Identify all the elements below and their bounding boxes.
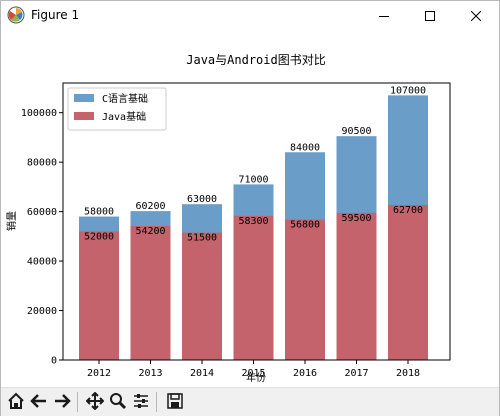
bar-java-series-2016 bbox=[285, 219, 325, 360]
forward-icon bbox=[55, 394, 71, 408]
save-button[interactable] bbox=[164, 390, 186, 412]
minimize-icon bbox=[379, 16, 389, 17]
home-icon bbox=[8, 392, 24, 409]
navigation-toolbar bbox=[1, 387, 499, 416]
data-label-java-series: 62700 bbox=[393, 205, 423, 216]
configure-subplots-button[interactable] bbox=[130, 390, 152, 412]
data-label-c-series: 63000 bbox=[187, 194, 217, 205]
close-icon bbox=[471, 11, 481, 21]
back-button[interactable] bbox=[28, 390, 50, 412]
data-label-c-series: 58000 bbox=[84, 207, 114, 218]
data-label-java-series: 58300 bbox=[238, 216, 268, 227]
bar-java-series-2017 bbox=[336, 212, 377, 360]
forward-button[interactable] bbox=[51, 390, 73, 412]
home-button[interactable] bbox=[5, 390, 27, 412]
x-tick-label: 2018 bbox=[396, 368, 420, 379]
toolbar-separator bbox=[77, 392, 78, 412]
legend-label-c-series: C语言基础 bbox=[102, 92, 148, 105]
chart-title: Java与Android图书对比 bbox=[186, 53, 325, 67]
y-tick-label: 60000 bbox=[27, 207, 57, 218]
maximize-icon bbox=[425, 11, 435, 21]
toolbar-separator bbox=[156, 392, 157, 412]
back-icon bbox=[30, 394, 46, 408]
data-label-java-series: 52000 bbox=[84, 231, 114, 242]
data-label-c-series: 60200 bbox=[135, 201, 165, 212]
x-axis-label: 年份 bbox=[246, 371, 266, 384]
y-tick-label: 100000 bbox=[21, 108, 57, 119]
zoom-icon bbox=[110, 393, 127, 410]
y-tick-label: 80000 bbox=[27, 158, 57, 169]
maximize-button[interactable] bbox=[407, 1, 453, 31]
plot-frame bbox=[62, 82, 451, 361]
pan-button[interactable] bbox=[84, 390, 106, 412]
subplots-icon bbox=[134, 394, 148, 408]
x-tick-label: 2016 bbox=[293, 368, 317, 379]
bar-java-series-2018 bbox=[388, 204, 428, 360]
title-bar: Figure 1 bbox=[1, 1, 499, 31]
data-label-java-series: 54200 bbox=[135, 226, 165, 237]
bar-java-series-2012 bbox=[79, 231, 119, 360]
bar-java-series-2015 bbox=[233, 215, 274, 360]
data-label-c-series: 107000 bbox=[390, 85, 426, 96]
matplotlib-logo-icon bbox=[7, 6, 25, 24]
data-label-c-series: 71000 bbox=[238, 174, 268, 185]
y-tick-label: 0 bbox=[51, 356, 57, 367]
data-label-c-series: 90500 bbox=[341, 126, 371, 137]
legend-swatch-c-series bbox=[74, 94, 94, 102]
zoom-button[interactable] bbox=[107, 390, 129, 412]
bar-java-series-2014 bbox=[182, 232, 222, 360]
data-label-java-series: 59500 bbox=[341, 213, 371, 224]
y-tick-label: 20000 bbox=[27, 306, 57, 317]
data-label-java-series: 56800 bbox=[290, 220, 320, 231]
bar-java-series-2013 bbox=[130, 225, 171, 360]
window-title: Figure 1 bbox=[31, 8, 80, 22]
data-label-java-series: 51500 bbox=[187, 233, 217, 244]
y-tick-label: 40000 bbox=[27, 257, 57, 268]
minimize-button[interactable] bbox=[361, 1, 407, 31]
x-tick-label: 2015 bbox=[241, 368, 265, 379]
x-tick-label: 2013 bbox=[138, 368, 162, 379]
y-axis-label: 销量 bbox=[5, 211, 18, 231]
x-tick-label: 2014 bbox=[190, 368, 214, 379]
pan-icon bbox=[86, 392, 104, 410]
save-icon bbox=[167, 393, 183, 409]
x-tick-label: 2017 bbox=[344, 368, 368, 379]
figure-canvas: Java与Android图书对比 58000 60200 63000 71000 840… bbox=[1, 31, 499, 387]
legend: C语言基础 Java基础 bbox=[67, 87, 167, 131]
legend-swatch-java-series bbox=[74, 112, 94, 120]
x-tick-label: 2012 bbox=[87, 368, 111, 379]
data-label-c-series: 84000 bbox=[290, 142, 320, 153]
bar-chart: Java与Android图书对比 58000 60200 63000 71000 840… bbox=[5, 53, 451, 384]
legend-label-java-series: Java基础 bbox=[102, 110, 146, 123]
close-button[interactable] bbox=[453, 1, 499, 31]
